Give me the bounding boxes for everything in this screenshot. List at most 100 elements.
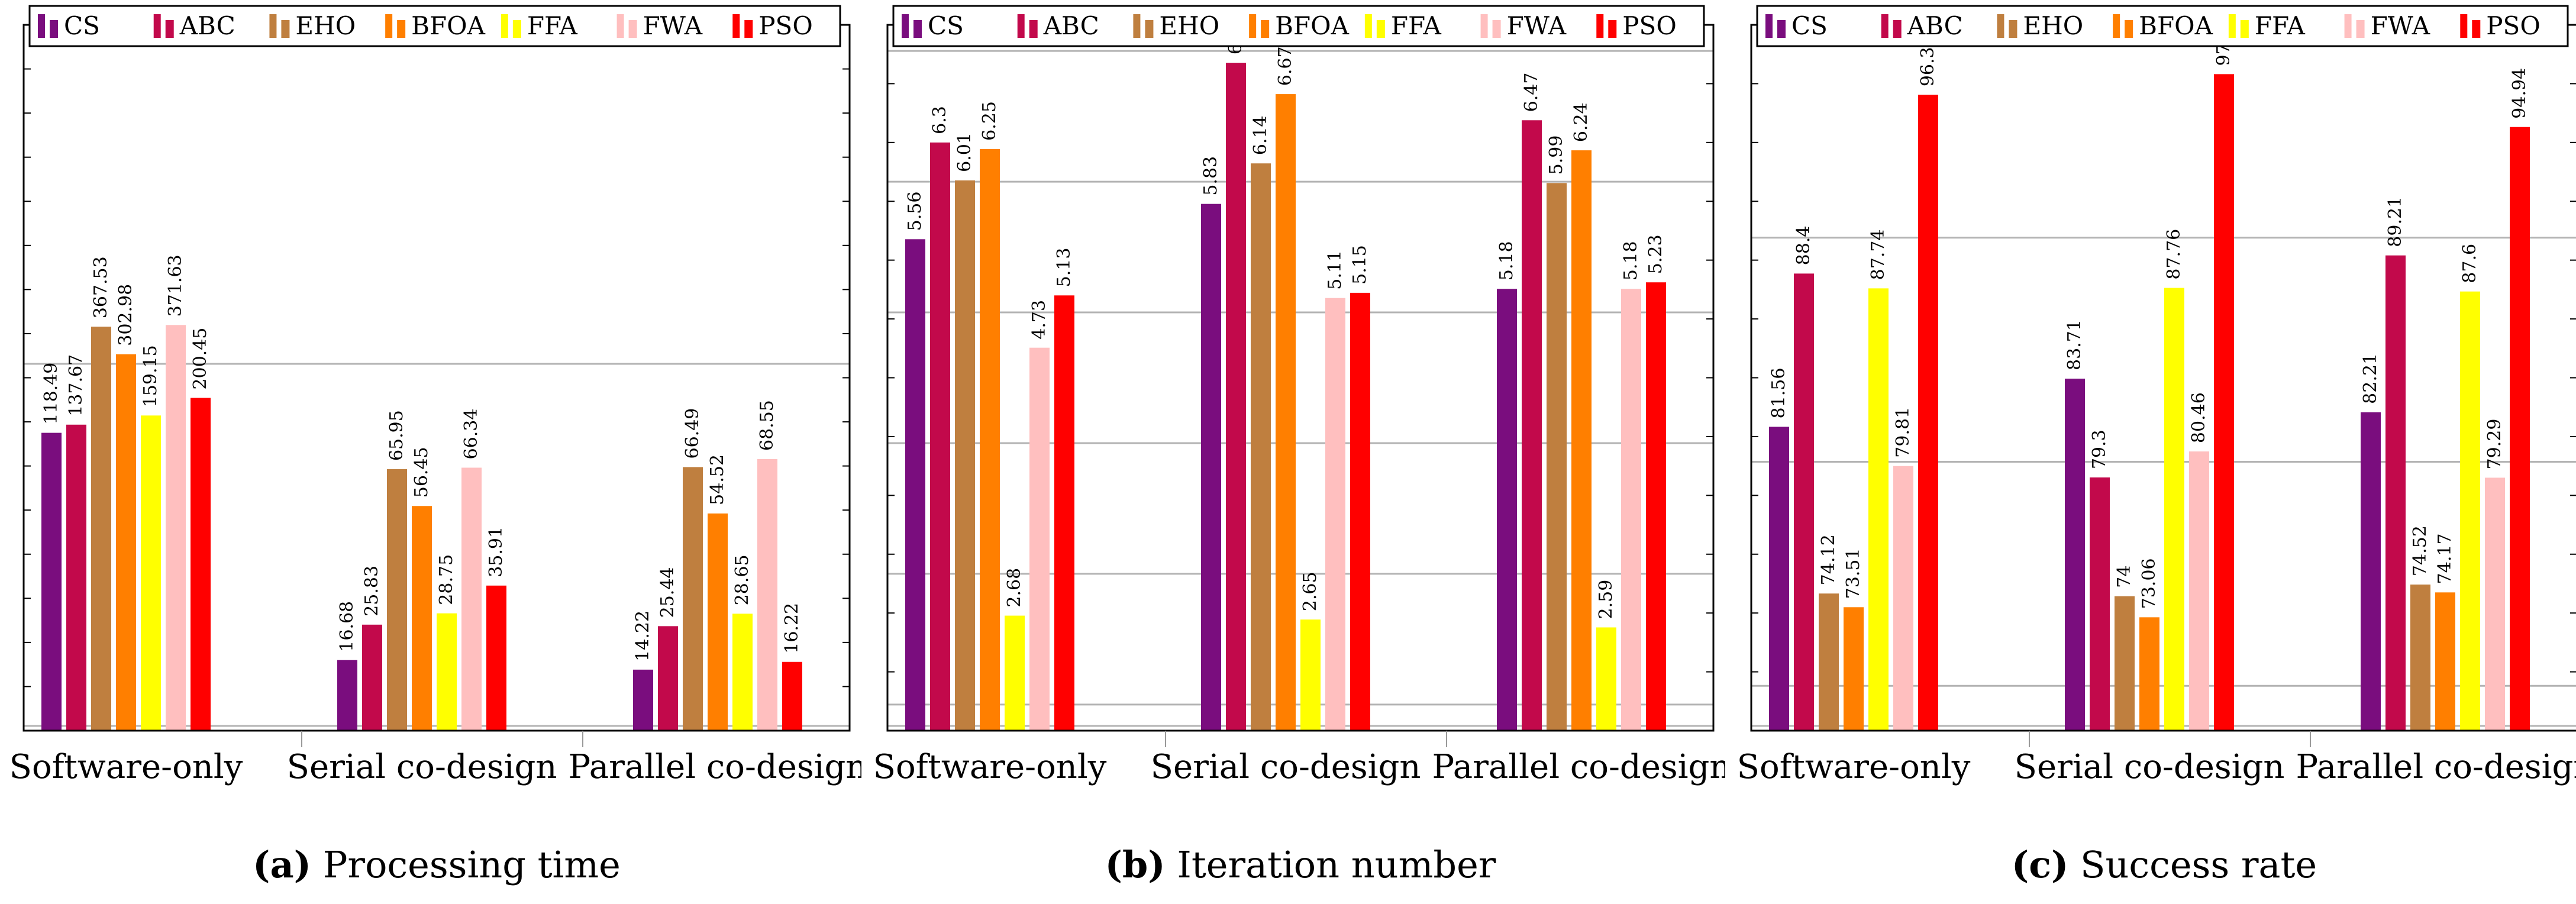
series-fwa: 79.81 80.46 79.29 bbox=[1893, 392, 2505, 731]
bar-ffa-parallel-co-design bbox=[732, 614, 753, 731]
legend-swatch bbox=[1608, 20, 1617, 38]
chart-panel-processing-time: 118.49 16.68 14.22 137.67 25.83 25.44 367.53 65… bbox=[12, 0, 861, 904]
data-label: 16.22 bbox=[782, 603, 802, 654]
bar-fwa-serial-co-design bbox=[461, 467, 482, 731]
legend-box bbox=[28, 5, 841, 47]
data-label: 6.47 bbox=[1521, 72, 1542, 112]
bar-bfoa-software-only bbox=[116, 354, 136, 731]
legend-swatch bbox=[1249, 14, 1257, 38]
data-label: 79.81 bbox=[1893, 407, 1913, 458]
data-label: 6.01 bbox=[954, 133, 975, 172]
data-label: 56.45 bbox=[411, 447, 432, 498]
bar-abc-serial-co-design bbox=[1226, 63, 1246, 731]
bar-pso-parallel-co-design bbox=[1646, 282, 1666, 731]
legend-label: FFA bbox=[2255, 11, 2306, 40]
legend-item-pso: PSO bbox=[732, 11, 813, 40]
legend-label: FFA bbox=[1391, 11, 1442, 40]
legend-swatch bbox=[1145, 20, 1154, 38]
x-tick-label: Serial co-design bbox=[1151, 748, 1421, 786]
bar-eho-parallel-co-design bbox=[1547, 183, 1567, 731]
bar-eho-software-only bbox=[955, 180, 975, 731]
data-label: 14.22 bbox=[632, 611, 653, 661]
legend-swatch bbox=[2009, 20, 2017, 38]
series-cs: 81.56 83.71 82.21 bbox=[1768, 319, 2381, 731]
legend-label: PSO bbox=[2486, 11, 2540, 40]
bar-pso-serial-co-design bbox=[1350, 292, 1370, 731]
bar-fwa-parallel-co-design bbox=[757, 459, 777, 731]
legend-label: CS bbox=[64, 11, 100, 40]
caption-title: Processing time bbox=[322, 843, 621, 886]
caption-label: (c) bbox=[2011, 843, 2069, 886]
bar-bfoa-serial-co-design bbox=[412, 506, 432, 731]
data-label: 87.6 bbox=[2459, 244, 2480, 283]
legend-label: PSO bbox=[1622, 11, 1676, 40]
bar-bfoa-parallel-co-design bbox=[2435, 592, 2455, 731]
legend: CS ABC EHO BFOA FFA FWA PSO bbox=[892, 5, 1705, 47]
legend-swatch bbox=[153, 14, 161, 38]
legend-swatch bbox=[1029, 20, 1038, 38]
data-label: 74.12 bbox=[1818, 534, 1839, 585]
legend-item-pso: PSO bbox=[2460, 11, 2541, 40]
legend-swatch bbox=[512, 20, 521, 38]
legend-swatch bbox=[2472, 20, 2481, 38]
data-label: 302.98 bbox=[115, 284, 136, 346]
data-label: 68.55 bbox=[757, 400, 777, 451]
legend-swatch bbox=[1596, 14, 1604, 38]
bar-abc-serial-co-design bbox=[362, 624, 382, 731]
data-label: 16.68 bbox=[337, 601, 357, 652]
data-label: 81.56 bbox=[1768, 368, 1789, 419]
data-label: 5.18 bbox=[1621, 241, 1641, 280]
series-abc: 137.67 25.83 25.44 bbox=[66, 354, 678, 731]
bar-eho-serial-co-design bbox=[387, 469, 407, 731]
data-label: 82.21 bbox=[2360, 353, 2381, 404]
bar-fwa-serial-co-design bbox=[2189, 451, 2209, 731]
legend-item-cs: CS bbox=[902, 11, 964, 40]
legend-swatch bbox=[281, 20, 290, 38]
bar-cs-parallel-co-design bbox=[2361, 412, 2381, 731]
data-label: 79.3 bbox=[2089, 430, 2110, 469]
legend-item-ffa: FFA bbox=[2228, 11, 2306, 40]
data-label: 371.63 bbox=[165, 254, 186, 317]
legend-label: BFOA bbox=[411, 11, 485, 40]
legend-swatch bbox=[1364, 14, 1372, 38]
series-abc: 6.36.916.47 bbox=[929, 15, 1542, 731]
bar-ffa-software-only bbox=[141, 415, 161, 731]
legend-label: ABC bbox=[1043, 11, 1099, 40]
legend-label: EHO bbox=[295, 11, 356, 40]
caption-label: (a) bbox=[253, 843, 311, 886]
series-fwa: 371.63 66.34 68.55 bbox=[165, 254, 777, 731]
bar-eho-software-only bbox=[1819, 593, 1839, 731]
bar-cs-serial-co-design bbox=[337, 660, 357, 731]
legend-item-eho: EHO bbox=[269, 11, 356, 40]
data-label: 88.4 bbox=[1793, 226, 1814, 266]
data-label: 74.52 bbox=[2410, 525, 2430, 576]
legend-swatch bbox=[501, 14, 508, 38]
y-ticks bbox=[24, 68, 850, 687]
legend-item-fwa: FWA bbox=[616, 11, 703, 40]
bar-ffa-serial-co-design bbox=[1300, 619, 1321, 731]
legend-item-fwa: FWA bbox=[2344, 11, 2430, 40]
legend-item-bfoa: BFOA bbox=[385, 11, 486, 40]
bar-eho-software-only bbox=[91, 327, 111, 731]
iteration-number-chart: 5.565.835.186.36.916.476.016.145.996.256… bbox=[876, 5, 1725, 786]
data-label: 5.15 bbox=[1350, 245, 1370, 285]
data-label: 6.14 bbox=[1250, 115, 1271, 155]
data-label: 35.91 bbox=[486, 527, 506, 577]
series-eho: 6.01 6.14 5.99 bbox=[954, 115, 1567, 731]
legend-label: EHO bbox=[1159, 11, 1219, 40]
legend-item-abc: ABC bbox=[153, 11, 235, 40]
legend-swatch bbox=[1492, 20, 1501, 38]
data-label: 5.99 bbox=[1546, 135, 1567, 175]
series-ffa: 2.68 2.65 2.59 bbox=[1004, 568, 1616, 731]
data-label: 80.46 bbox=[2188, 392, 2209, 443]
bar-fwa-software-only bbox=[1029, 347, 1050, 731]
legend-swatch bbox=[1017, 14, 1025, 38]
legend-swatch bbox=[1893, 20, 1902, 38]
legend-label: BFOA bbox=[1275, 11, 1349, 40]
x-tick-label: Parallel co-design bbox=[569, 748, 861, 786]
legend-label: FWA bbox=[1507, 11, 1567, 40]
legend-swatch bbox=[1480, 14, 1488, 38]
legend-swatch bbox=[1133, 14, 1141, 38]
data-label: 118.49 bbox=[41, 363, 62, 425]
legend-label: FWA bbox=[643, 11, 703, 40]
